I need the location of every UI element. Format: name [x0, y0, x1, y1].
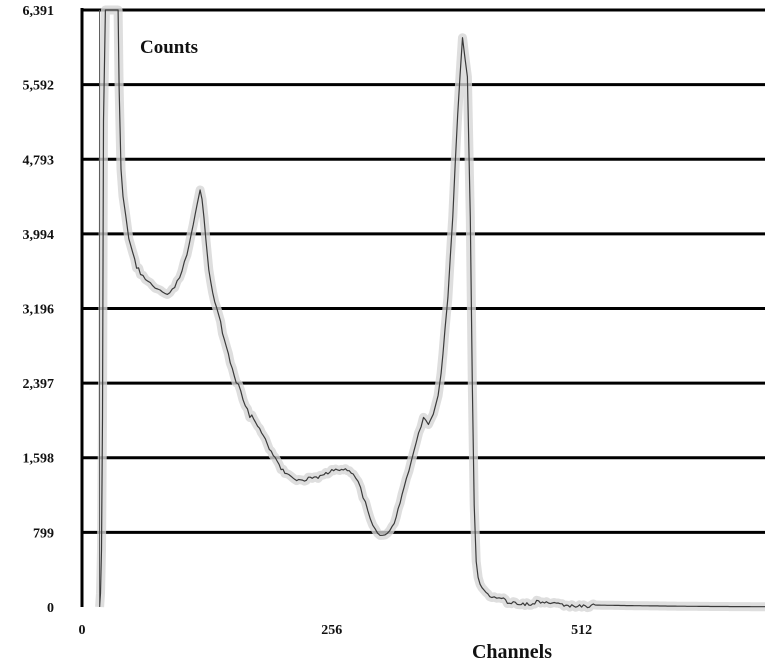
y-tick-label-0: 0: [47, 601, 54, 616]
y-tick-label-4: 3,196: [23, 302, 55, 317]
x-tick-label-1: 256: [321, 623, 342, 638]
y-tick-label-3: 2,397: [23, 377, 55, 392]
x-tick-label-2: 512: [571, 623, 592, 638]
x-tick-label-0: 0: [79, 623, 86, 638]
y-tick-label-7: 5,592: [23, 79, 55, 94]
x-axis-label: Channels: [472, 641, 552, 663]
y-tick-label-8: 6,391: [23, 4, 55, 19]
y-tick-label-1: 799: [33, 526, 54, 541]
spectrum-line: [99, 9, 765, 609]
y-tick-label-2: 1,598: [23, 452, 55, 467]
y-tick-label-5: 3,994: [23, 228, 55, 243]
line-layer: [99, 9, 765, 609]
y-tick-labels: 0 799 1,598 2,397 3,196 3,994 4,793 5,592 6,391: [23, 4, 55, 616]
y-axis-label: Counts: [140, 37, 198, 58]
y-tick-label-6: 4,793: [23, 153, 55, 168]
x-tick-labels: 0 256 512: [79, 623, 593, 638]
